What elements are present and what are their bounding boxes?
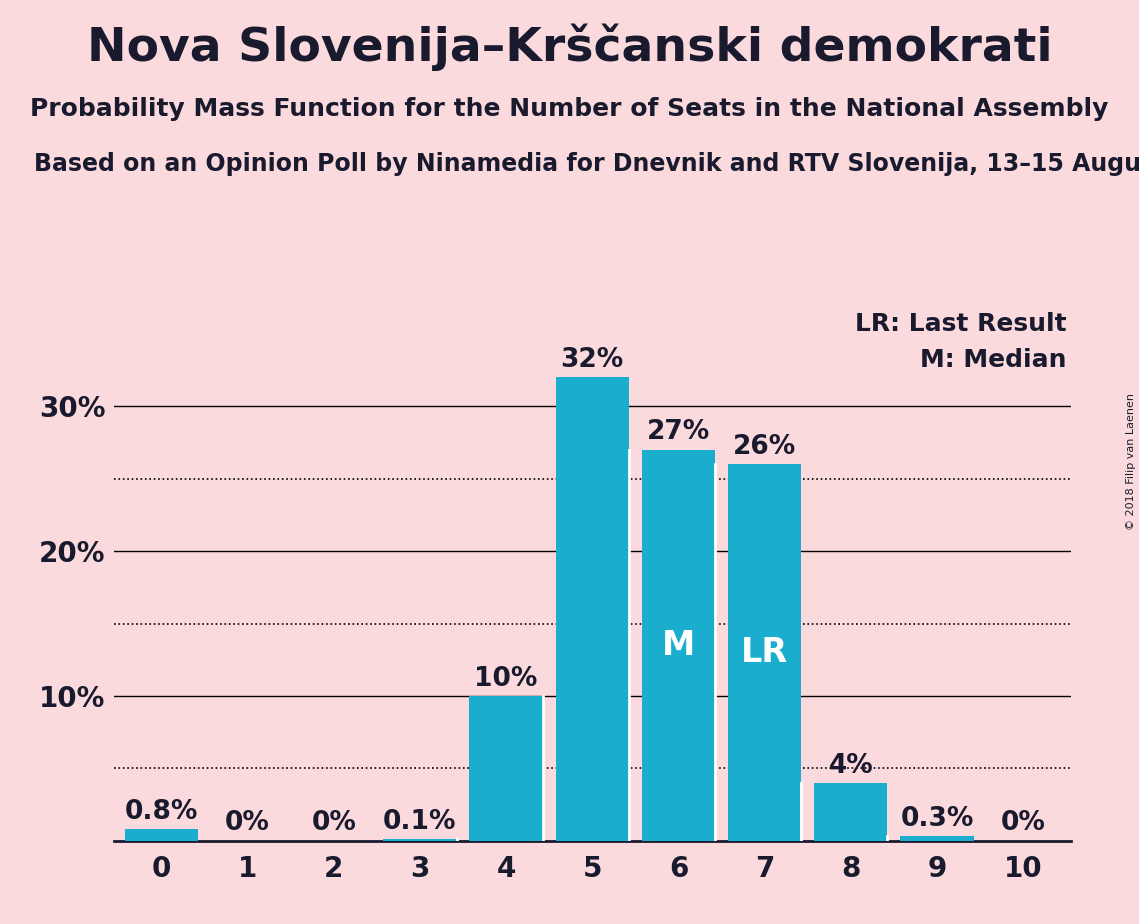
Text: Nova Slovenija–Krščanski demokrati: Nova Slovenija–Krščanski demokrati	[87, 23, 1052, 70]
Text: 32%: 32%	[560, 347, 624, 373]
Text: Probability Mass Function for the Number of Seats in the National Assembly: Probability Mass Function for the Number…	[31, 97, 1108, 121]
Text: 26%: 26%	[734, 434, 796, 460]
Text: 4%: 4%	[828, 752, 874, 779]
Bar	[728, 464, 802, 841]
Text: 0%: 0%	[1001, 810, 1046, 836]
Bar	[642, 450, 715, 841]
Text: Based on an Opinion Poll by Ninamedia for Dnevnik and RTV Slovenija, 13–15 Augus: Based on an Opinion Poll by Ninamedia fo…	[34, 152, 1139, 176]
Text: 27%: 27%	[647, 419, 710, 445]
Text: M: M	[662, 629, 695, 662]
Text: LR: Last Result: LR: Last Result	[854, 312, 1066, 336]
Bar	[383, 839, 457, 841]
Text: LR: LR	[741, 636, 788, 669]
Text: 0.3%: 0.3%	[900, 806, 974, 833]
Text: © 2018 Filip van Laenen: © 2018 Filip van Laenen	[1126, 394, 1136, 530]
Text: 10%: 10%	[475, 665, 538, 692]
Bar	[814, 783, 887, 841]
Text: M: Median: M: Median	[920, 348, 1066, 372]
Text: 0.1%: 0.1%	[383, 809, 457, 835]
Text: 0%: 0%	[226, 810, 270, 836]
Bar	[901, 836, 974, 841]
Text: 0%: 0%	[311, 810, 357, 836]
Text: 0.8%: 0.8%	[124, 799, 198, 825]
Bar	[556, 377, 629, 841]
Bar	[124, 829, 198, 841]
Bar	[469, 696, 542, 841]
